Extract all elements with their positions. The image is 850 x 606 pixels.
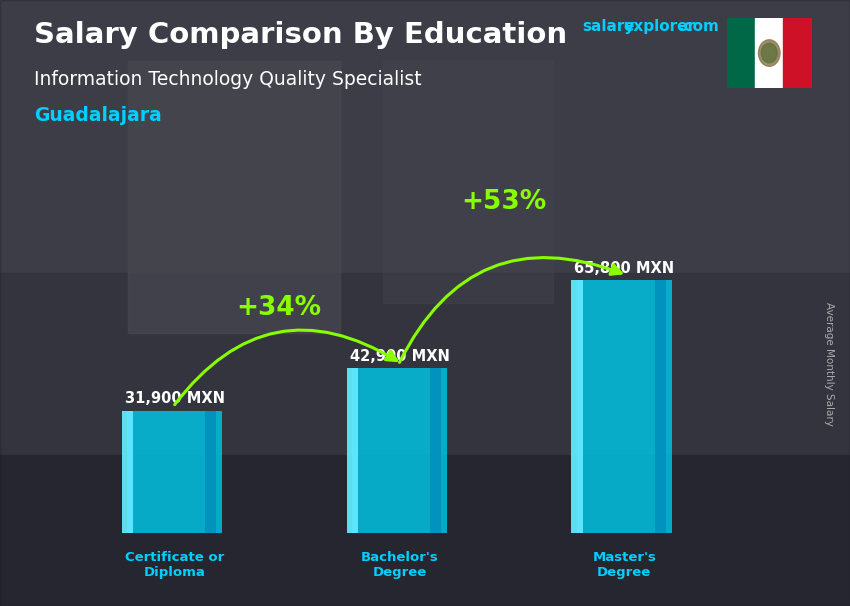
- Bar: [755, 18, 784, 88]
- Text: 42,900 MXN: 42,900 MXN: [349, 349, 450, 364]
- Bar: [122, 411, 133, 533]
- Text: Information Technology Quality Specialist: Information Technology Quality Specialis…: [34, 70, 422, 88]
- Text: Salary Comparison By Education: Salary Comparison By Education: [34, 21, 567, 49]
- Text: explorer: explorer: [623, 19, 695, 35]
- Bar: [128, 411, 222, 533]
- Text: .com: .com: [678, 19, 719, 35]
- Bar: [352, 368, 447, 533]
- Bar: [205, 411, 216, 533]
- Text: +34%: +34%: [236, 295, 321, 321]
- Bar: [0, 0, 850, 273]
- Bar: [654, 281, 666, 533]
- Bar: [784, 18, 812, 88]
- Bar: [577, 281, 672, 533]
- Text: Certificate or
Diploma: Certificate or Diploma: [125, 551, 224, 579]
- Text: salary: salary: [582, 19, 635, 35]
- Bar: [0, 273, 850, 454]
- Bar: [347, 368, 358, 533]
- Text: Master's
Degree: Master's Degree: [592, 551, 656, 579]
- Bar: [0, 454, 850, 606]
- Bar: [128, 61, 340, 333]
- Text: +53%: +53%: [461, 188, 546, 215]
- Bar: [430, 368, 441, 533]
- Text: Bachelor's
Degree: Bachelor's Degree: [360, 551, 439, 579]
- Text: Average Monthly Salary: Average Monthly Salary: [824, 302, 834, 425]
- Text: Guadalajara: Guadalajara: [34, 106, 162, 125]
- Circle shape: [758, 40, 780, 66]
- Bar: [571, 281, 583, 533]
- Text: 65,800 MXN: 65,800 MXN: [575, 261, 674, 276]
- Text: 31,900 MXN: 31,900 MXN: [125, 391, 224, 406]
- Circle shape: [762, 43, 777, 63]
- Bar: [382, 61, 552, 303]
- Bar: [727, 18, 755, 88]
